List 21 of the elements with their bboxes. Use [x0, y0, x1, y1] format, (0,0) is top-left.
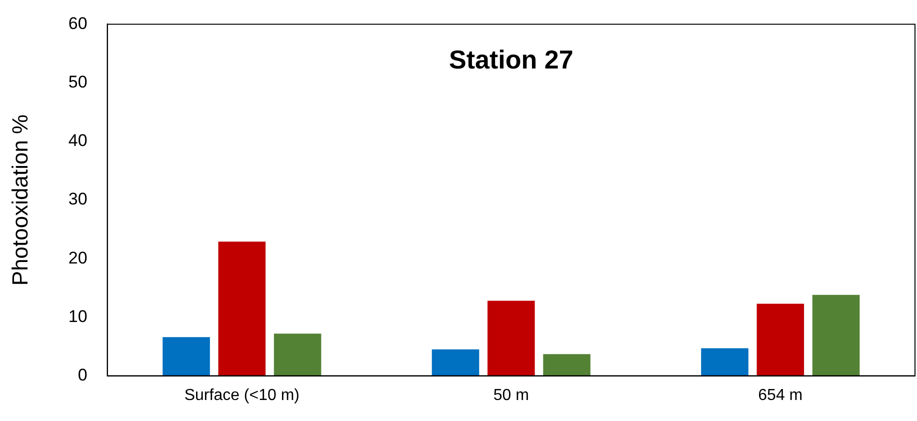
bar	[432, 349, 480, 376]
bar	[812, 294, 860, 376]
y-axis-title: Photooxidation %	[7, 114, 32, 286]
y-tick-label: 30	[68, 190, 88, 209]
bar	[543, 354, 590, 376]
y-tick-label: 10	[68, 306, 88, 326]
x-tick-label: 50 m	[493, 386, 529, 404]
bar	[162, 337, 210, 376]
bar	[701, 348, 748, 376]
y-tick-label: 40	[68, 131, 88, 150]
bar	[218, 242, 266, 376]
y-tick-label: 0	[78, 365, 88, 384]
bar	[488, 300, 535, 376]
y-tick-label: 20	[68, 248, 88, 268]
x-tick-label: Surface (<10 m)	[184, 386, 300, 404]
x-tick-label: 654 m	[758, 386, 803, 404]
y-tick-label: 50	[68, 72, 88, 92]
text: Station 27	[449, 44, 574, 74]
y-tick-label: 60	[68, 14, 88, 33]
bar	[756, 304, 804, 376]
bar	[274, 334, 322, 376]
